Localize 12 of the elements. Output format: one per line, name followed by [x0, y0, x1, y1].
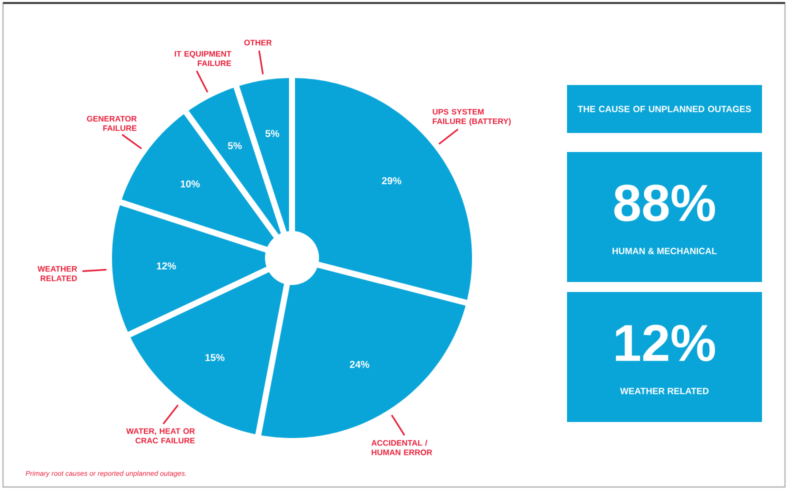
text: 88%	[614, 184, 715, 222]
data-label: 29%	[382, 177, 402, 184]
data-label: 10%	[180, 180, 200, 188]
data-label: 12%	[156, 262, 176, 270]
data-label: 5%	[265, 130, 280, 138]
data-label: 5%	[228, 142, 242, 150]
text: THE CAUSE OF UNPLANNED OUTAGES	[578, 106, 751, 112]
text: WEATHER RELATED	[620, 388, 709, 394]
data-label: 24%	[350, 360, 370, 368]
text: HUMAN & MECHANICAL	[612, 248, 717, 254]
data-label: 15%	[205, 354, 224, 362]
text: 12%	[616, 324, 715, 362]
